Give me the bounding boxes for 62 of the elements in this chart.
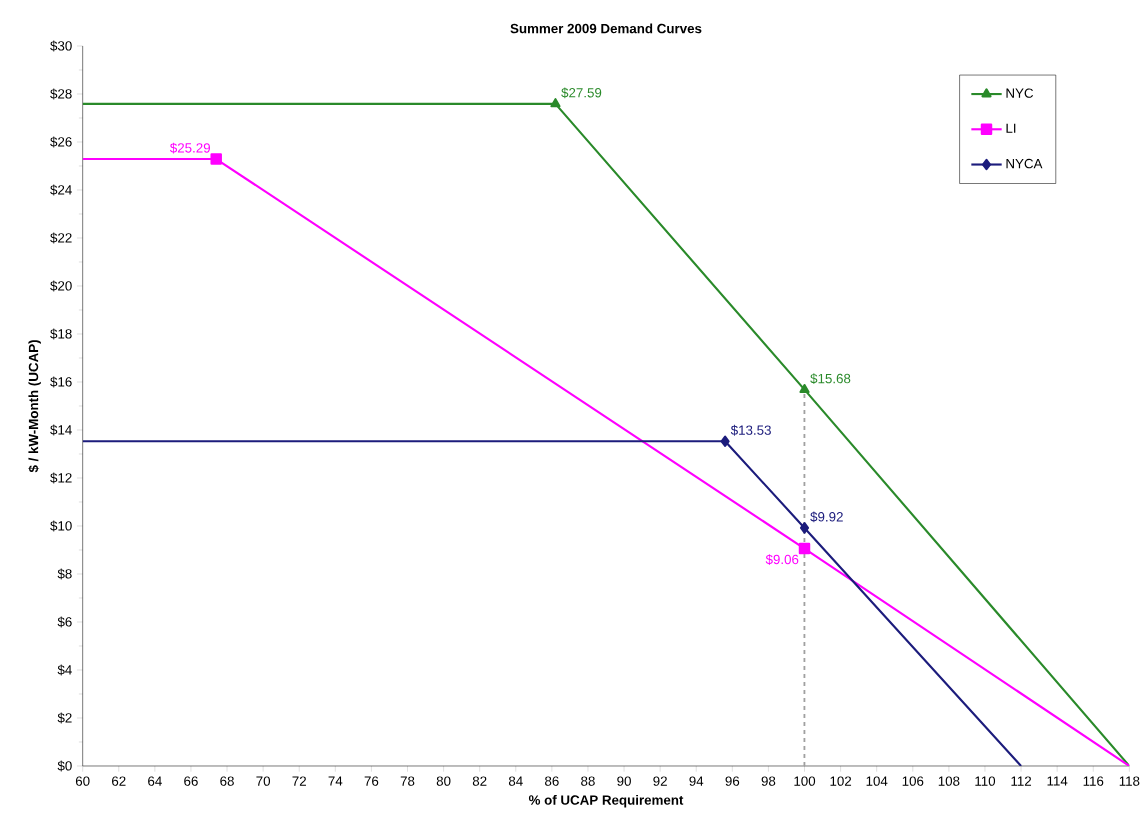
y-tick-label: $20 — [50, 280, 72, 292]
x-tick-label: 78 — [400, 776, 415, 786]
point — [799, 522, 810, 534]
legend-label: NYC — [1006, 88, 1034, 98]
x-tick-label: 60 — [75, 776, 90, 786]
y-tick-label: $4 — [57, 664, 72, 676]
y-tick-label: $22 — [50, 232, 72, 244]
y-tick-label: $28 — [50, 88, 72, 100]
x-tick-label: 118 — [1119, 776, 1140, 786]
y-axis-title: $ / kW-Month (UCAP) — [28, 340, 41, 473]
x-tick-label: 94 — [689, 776, 704, 786]
x-tick-label: 114 — [1047, 776, 1068, 786]
chart-title: Summer 2009 Demand Curves — [510, 23, 702, 34]
x-tick-label: 110 — [975, 776, 996, 786]
y-tick-label: $0 — [57, 760, 72, 772]
x-tick-label: 116 — [1083, 776, 1104, 786]
x-tick-label: 102 — [830, 776, 852, 786]
y-tick-label: $10 — [50, 520, 72, 532]
data-label: $9.92 — [810, 511, 843, 523]
point — [720, 435, 730, 448]
x-tick-label: 86 — [545, 776, 559, 786]
x-tick-label: 90 — [617, 776, 631, 786]
data-label: $15.68 — [810, 373, 851, 385]
x-tick-label: 98 — [761, 776, 776, 786]
legend-label: LI — [1006, 123, 1016, 133]
y-tick-label: $14 — [50, 424, 72, 436]
x-tick-label: 70 — [256, 776, 271, 786]
y-tick-label: $16 — [50, 376, 72, 388]
x-tick-label: 80 — [436, 776, 451, 786]
y-tick-label: $26 — [50, 136, 72, 148]
x-tick-label: 74 — [328, 776, 343, 786]
y-tick-label: $6 — [57, 616, 72, 628]
x-tick-label: 106 — [902, 776, 924, 786]
point — [798, 542, 811, 555]
y-tick-label: $2 — [57, 712, 72, 724]
data-label: $9.06 — [765, 554, 799, 565]
x-tick-label: 108 — [938, 776, 960, 786]
x-tick-label: 72 — [292, 776, 306, 786]
x-tick-label: 84 — [508, 776, 523, 786]
data-label: $13.53 — [730, 424, 771, 436]
x-tick-label: 68 — [220, 776, 234, 786]
x-tick-label: 82 — [472, 776, 487, 786]
y-tick-label: $12 — [50, 472, 72, 484]
legend-label: NYCA — [1006, 158, 1043, 169]
x-tick-label: 104 — [866, 776, 888, 786]
x-tick-label: 96 — [725, 776, 740, 786]
y-tick-label: $24 — [50, 184, 72, 196]
y-tick-label: $8 — [57, 568, 72, 580]
x-tick-label: 92 — [653, 776, 667, 786]
point — [210, 153, 222, 165]
data-label: $27.59 — [561, 87, 602, 99]
x-tick-label: 100 — [794, 776, 816, 786]
y-tick-label: $18 — [50, 328, 72, 340]
data-label: $25.29 — [169, 142, 210, 154]
y-tick-label: $30 — [50, 40, 72, 52]
x-tick-label: 112 — [1011, 776, 1032, 786]
x-tick-label: 62 — [112, 776, 126, 786]
x-tick-label: 76 — [364, 776, 379, 786]
x-tick-label: 88 — [581, 776, 595, 786]
x-tick-label: 66 — [184, 776, 198, 786]
x-tick-label: 64 — [148, 776, 162, 786]
x-axis-title: % of UCAP Requirement — [528, 794, 684, 808]
